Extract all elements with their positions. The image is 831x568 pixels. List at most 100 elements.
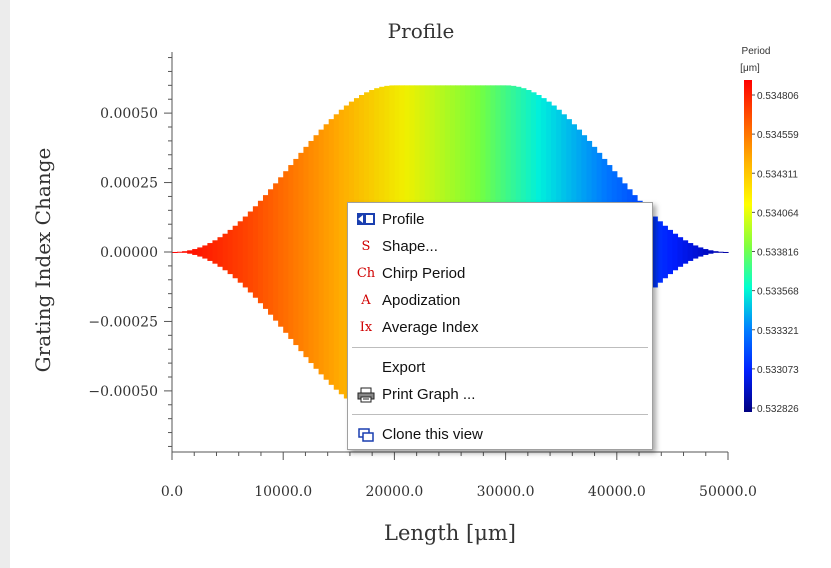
menu-item-shape[interactable]: S Shape... [348,233,652,260]
profile-bar [722,251,729,253]
profile-bar [172,251,178,253]
colorbar-title: Period [742,46,771,57]
profile-bar [323,124,330,380]
profile-bar [308,140,315,364]
profile-bar [182,251,188,253]
x-tick-label: 30000.0 [477,484,535,500]
menu-item-print-graph-label: Print Graph ... [382,386,476,403]
menu-item-print-graph[interactable]: Print Graph ... [348,381,652,408]
menu-item-clone-view-label: Clone this view [382,426,483,443]
profile-bar [687,243,694,261]
profile-bar [257,200,264,304]
menu-item-average-index[interactable]: Ix Average Index [348,314,652,341]
colorbar-label: 0.534559 [757,130,799,141]
menu-item-export-label: Export [382,359,426,376]
profile-bar [682,240,689,264]
menu-item-label: Shape... [382,238,438,255]
menu-separator [352,414,648,415]
profile-bar [712,251,719,253]
profile-bar [187,250,193,254]
profile-bar [318,129,325,375]
menu-item-label: Profile [382,211,425,228]
y-axis-label: Grating Index Change [31,148,55,373]
menu-item-export[interactable]: Export [348,354,652,381]
profile-bar [702,249,709,255]
y-tick-label: 0.00000 [100,245,158,261]
profile-bar [303,146,310,358]
menu-item-apodization[interactable]: A Apodization [348,287,652,314]
chart-title: Profile [388,19,455,43]
colorbar-label: 0.533321 [757,326,799,337]
y-tick-label: 0.00025 [100,176,158,192]
profile-bar [328,119,335,385]
profile-bar [293,158,299,346]
profile-bar [338,109,345,395]
window-frame-left [0,0,10,568]
profile-bar [197,247,203,257]
y-tick-label: −0.00050 [88,384,158,400]
colorbar-label: 0.534311 [757,169,798,180]
profile-bar [652,216,658,288]
profile-bar [717,251,724,253]
profile-bar [283,171,289,333]
profile-bar [207,243,214,261]
profile-bar [278,177,284,327]
colorbar-label: 0.534064 [757,208,799,219]
profile-bar [217,237,224,267]
profile-bar [192,249,198,255]
y-tick-label: −0.00025 [88,314,158,330]
colorbar [744,80,752,412]
profile-bar [333,114,340,390]
profile-bar [227,229,234,275]
chirp-period-icon: Ch [356,266,376,281]
menu-item-clone-view[interactable]: Clone this view [348,421,652,448]
profile-icon [354,206,378,236]
profile-bar [298,152,305,352]
menu-item-profile[interactable]: Profile [348,206,652,233]
menu-item-label: Average Index [382,319,479,336]
profile-bar [672,233,679,271]
colorbar-label: 0.534806 [757,91,799,102]
profile-bar [177,251,183,253]
profile-bar [662,225,668,279]
profile-bar [212,240,219,264]
profile-bar [242,216,249,288]
colorbar-label: 0.532826 [757,404,799,415]
profile-bar [697,247,704,257]
shape-icon: S [361,239,371,254]
profile-bar [313,135,320,369]
profile-bar [273,183,279,321]
profile-bar [252,206,259,298]
profile-bar [237,221,244,283]
profile-bar [262,195,269,309]
colorbar-unit: [μm] [740,63,760,74]
context-menu: Profile S Shape... Ch Chirp Period A Apodizati… [347,202,653,450]
menu-item-chirp-period[interactable]: Ch Chirp Period [348,260,652,287]
y-tick-label: 0.00050 [100,106,158,122]
colorbar-label: 0.533073 [757,365,799,376]
profile-bar [288,165,294,339]
printer-icon [354,381,378,413]
profile-bar [268,189,274,315]
axis-tick-labels: 0.0 10000.0 20000.0 30000.0 40000.0 50000.0 0.… [88,106,757,500]
x-tick-label: 40000.0 [588,484,646,500]
axis-ticks [164,57,729,460]
profile-bar [222,233,229,271]
average-index-icon: Ix [359,320,373,335]
profile-bar [247,211,254,293]
colorbar-label: 0.533568 [757,287,799,298]
colorbar-labels: 0.534806 0.534559 0.534311 0.534064 0.533816… [752,91,799,415]
profile-bar [692,245,699,259]
x-tick-label: 10000.0 [254,484,312,500]
apodization-icon: A [361,293,371,308]
menu-item-label: Chirp Period [382,265,466,282]
x-tick-label: 0.0 [161,484,183,500]
menu-item-label: Apodization [382,292,461,309]
profile-bar [677,237,684,267]
profile-bar [707,250,714,254]
profile-bar [667,229,673,275]
x-tick-label: 20000.0 [365,484,423,500]
profile-bar [232,225,239,279]
profile-bar [657,221,663,283]
x-axis-label: Length [μm] [384,521,516,545]
